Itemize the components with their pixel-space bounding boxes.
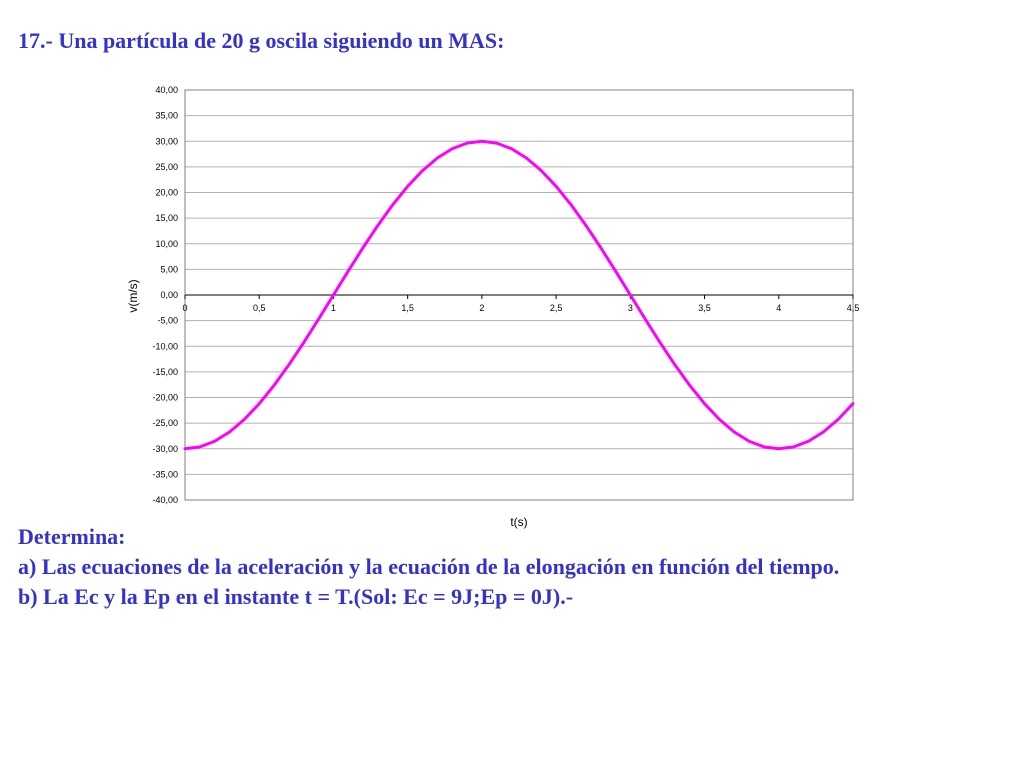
y-tick-label: 10,00 [155, 239, 178, 249]
y-tick-label: -25,00 [152, 418, 178, 428]
y-tick-label: 30,00 [155, 136, 178, 146]
x-tick-labels: 0 0,5 1 1,5 2 2,5 3 3,5 4 4,5 [182, 303, 859, 313]
y-tick-label: -20,00 [152, 393, 178, 403]
problem-text: Determina: a) Las ecuaciones de la acele… [18, 522, 839, 612]
y-tick-label: 5,00 [160, 264, 178, 274]
x-tick-label: 0,5 [253, 303, 266, 313]
y-tick-label: -40,00 [152, 495, 178, 505]
y-tick-label: -30,00 [152, 444, 178, 454]
question-a: a) Las ecuaciones de la aceleración y la… [18, 554, 840, 579]
x-tick-label: 2 [479, 303, 484, 313]
y-tick-label: 0,00 [160, 290, 178, 300]
y-axis-title: v(m/s) [126, 279, 140, 312]
x-tick-label: 1 [331, 303, 336, 313]
x-tick-label: 1,5 [401, 303, 414, 313]
velocity-chart: 40,00 35,00 30,00 25,00 20,00 15,00 10,00 5,00 0… [126, 85, 859, 529]
y-tick-label: 20,00 [155, 188, 178, 198]
x-tick-label: 3,5 [698, 303, 711, 313]
y-tick-label: -15,00 [152, 367, 178, 377]
y-tick-label: -35,00 [152, 469, 178, 479]
x-tick-label: 4,5 [847, 303, 860, 313]
y-tick-label: 40,00 [155, 85, 178, 95]
x-tick-label: 3 [628, 303, 633, 313]
x-tick-label: 2,5 [550, 303, 563, 313]
y-tick-label: 25,00 [155, 162, 178, 172]
prompt-label: Determina: [18, 524, 126, 549]
series-layer [183, 139, 855, 451]
y-tick-labels: 40,00 35,00 30,00 25,00 20,00 15,00 10,00 5,00 0… [152, 85, 178, 505]
y-tick-label: -10,00 [152, 341, 178, 351]
x-tick-label: 4 [776, 303, 781, 313]
axis-layer [184, 294, 854, 299]
velocity-chart-svg: 40,0035,0030,0025,0020,0015,0010,005,000… [126, 85, 859, 529]
question-b: b) La Ec y la Ep en el instante t = T.(S… [18, 584, 574, 609]
velocity-series-line [183, 139, 855, 451]
y-tick-label: 15,00 [155, 213, 178, 223]
y-tick-label: -5,00 [157, 316, 178, 326]
x-axis-title: t(s) [510, 515, 527, 529]
y-tick-label: 35,00 [155, 111, 178, 121]
problem-heading: 17.- Una partícula de 20 g oscila siguie… [18, 28, 505, 53]
x-tick-label: 0 [182, 303, 187, 313]
